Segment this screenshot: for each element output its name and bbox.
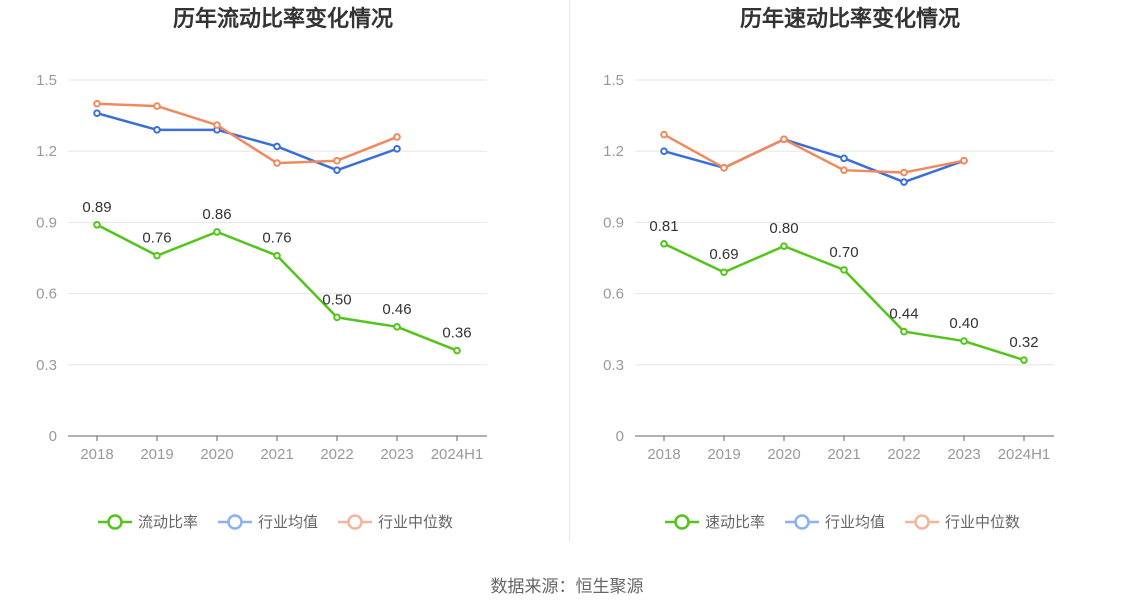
data-label: 0.69 bbox=[709, 246, 738, 263]
y-tick-label: 1.5 bbox=[36, 72, 57, 89]
data-point bbox=[93, 109, 101, 118]
data-label: 0.46 bbox=[382, 301, 411, 318]
x-tick-label: 2019 bbox=[707, 446, 740, 463]
x-tick-label: 2024H1 bbox=[998, 446, 1051, 463]
data-point bbox=[153, 126, 161, 134]
series-line-2 bbox=[663, 133, 965, 174]
data-point bbox=[273, 159, 281, 167]
legend-label: 行业均值 bbox=[825, 514, 885, 531]
y-tick-label: 0.3 bbox=[603, 357, 624, 374]
data-point bbox=[333, 156, 341, 165]
legend-swatch-marker bbox=[107, 514, 123, 530]
x-tick-label: 2021 bbox=[827, 446, 860, 463]
data-point bbox=[780, 135, 788, 144]
legend-swatch-marker bbox=[227, 514, 243, 530]
data-point bbox=[660, 147, 668, 155]
data-point bbox=[1020, 356, 1028, 364]
quick-ratio-chart-panel: 历年速动比率变化情况 0 0.3 0.6 0.9 1.2 1.5 2018 2019 2020 20… bbox=[567, 0, 1134, 560]
data-point bbox=[273, 251, 281, 260]
y-tick-label: 0 bbox=[616, 428, 624, 445]
data-label: 0.80 bbox=[769, 220, 798, 237]
data-label: 0.76 bbox=[142, 230, 171, 247]
data-point bbox=[93, 220, 101, 229]
data-point bbox=[333, 313, 341, 322]
legend-swatch-marker bbox=[914, 514, 930, 530]
series-line-1 bbox=[663, 138, 965, 184]
y-tick-label: 0.6 bbox=[603, 286, 624, 303]
data-point bbox=[393, 133, 401, 141]
data-label: 0.40 bbox=[949, 315, 978, 332]
data-label: 0.76 bbox=[262, 230, 291, 247]
data-point bbox=[900, 327, 908, 336]
legend-label: 流动比率 bbox=[138, 514, 198, 531]
x-tick-label: 2019 bbox=[140, 446, 173, 463]
data-point bbox=[213, 228, 221, 236]
legend-swatch-marker bbox=[794, 514, 810, 530]
data-point bbox=[153, 102, 161, 110]
series-line-1 bbox=[96, 112, 398, 172]
legend-label: 行业均值 bbox=[258, 514, 318, 531]
x-tick-label: 2024H1 bbox=[431, 446, 484, 463]
y-tick-label: 1.5 bbox=[603, 72, 624, 89]
x-tick-label: 2023 bbox=[380, 446, 413, 463]
data-point bbox=[660, 239, 668, 248]
data-label: 0.81 bbox=[649, 218, 678, 235]
legend-label: 速动比率 bbox=[705, 514, 765, 531]
data-source-note: 数据来源：恒生聚源 bbox=[490, 577, 644, 596]
x-tick-label: 2023 bbox=[947, 446, 980, 463]
data-point bbox=[393, 323, 401, 331]
chart-title: 历年流动比率变化情况 bbox=[173, 6, 393, 31]
y-tick-label: 0.6 bbox=[36, 286, 57, 303]
data-point bbox=[840, 166, 848, 174]
data-point bbox=[960, 337, 968, 345]
data-label: 0.89 bbox=[82, 199, 111, 216]
data-label: 0.36 bbox=[442, 325, 471, 342]
data-point bbox=[720, 164, 728, 172]
legend-swatch-marker bbox=[674, 514, 690, 530]
y-tick-label: 0.3 bbox=[36, 357, 57, 374]
data-label: 0.70 bbox=[829, 244, 858, 261]
y-tick-label: 1.2 bbox=[36, 143, 57, 160]
x-tick-label: 2018 bbox=[647, 446, 680, 463]
data-label: 0.32 bbox=[1009, 334, 1038, 351]
legend-label: 行业中位数 bbox=[378, 514, 453, 531]
data-point bbox=[660, 130, 668, 139]
data-point bbox=[840, 266, 848, 274]
data-point bbox=[273, 142, 281, 151]
legend-label: 行业中位数 bbox=[945, 514, 1020, 531]
data-label: 0.44 bbox=[889, 306, 918, 323]
x-tick-label: 2020 bbox=[767, 446, 800, 463]
panel-divider bbox=[569, 0, 570, 542]
data-point bbox=[213, 121, 221, 129]
y-tick-label: 0.9 bbox=[36, 214, 57, 231]
x-tick-label: 2022 bbox=[887, 446, 920, 463]
data-point bbox=[900, 168, 908, 177]
series-line-2 bbox=[96, 102, 398, 165]
data-point bbox=[333, 166, 341, 174]
data-point bbox=[453, 346, 461, 355]
x-tick-label: 2020 bbox=[200, 446, 233, 463]
data-point bbox=[840, 154, 848, 163]
legend-swatch-marker bbox=[347, 514, 363, 530]
current-ratio-chart: 历年流动比率变化情况 0 0.3 0.6 0.9 1.2 1.5 2018 2019 2020 20… bbox=[36, 6, 487, 531]
y-tick-label: 0 bbox=[49, 428, 57, 445]
data-point bbox=[960, 156, 968, 165]
x-tick-label: 2022 bbox=[320, 446, 353, 463]
data-point bbox=[780, 242, 788, 250]
x-tick-label: 2021 bbox=[260, 446, 293, 463]
data-point bbox=[93, 99, 101, 108]
y-tick-label: 1.2 bbox=[603, 143, 624, 160]
x-tick-label: 2018 bbox=[80, 446, 113, 463]
data-point bbox=[720, 268, 728, 277]
data-label: 0.86 bbox=[202, 206, 231, 223]
current-ratio-chart-panel: 历年流动比率变化情况 0 0.3 0.6 0.9 1.2 1.5 2018 2019 2020 20… bbox=[0, 0, 567, 560]
quick-ratio-chart: 历年速动比率变化情况 0 0.3 0.6 0.9 1.2 1.5 2018 2019 2020 20… bbox=[603, 6, 1054, 531]
data-point bbox=[393, 145, 401, 153]
y-tick-label: 0.9 bbox=[603, 214, 624, 231]
chart-title: 历年速动比率变化情况 bbox=[740, 6, 960, 31]
data-point bbox=[900, 178, 908, 186]
data-point bbox=[153, 251, 161, 260]
data-label: 0.50 bbox=[322, 291, 351, 308]
